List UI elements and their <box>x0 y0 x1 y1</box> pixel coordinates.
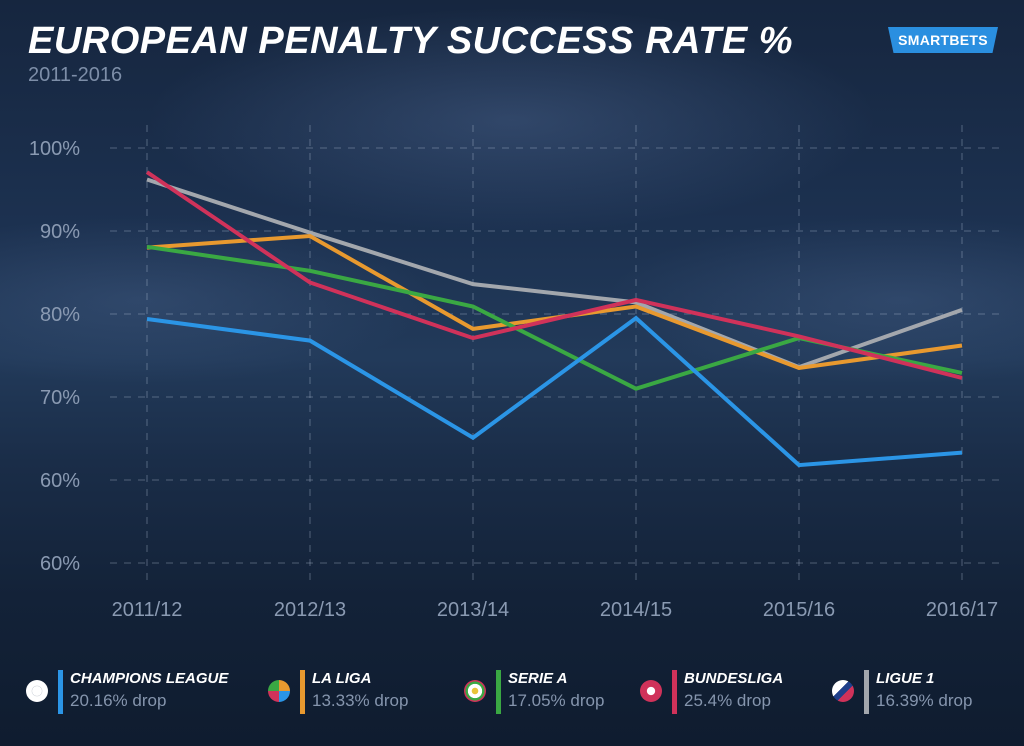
legend-swatch <box>58 670 63 714</box>
y-tick-label: 100% <box>29 138 80 160</box>
y-tick-label: 70% <box>40 387 80 409</box>
series-line-champions-league <box>146 315 963 468</box>
legend-label: LIGUE 1 <box>876 670 935 687</box>
series-line-bundesliga <box>145 170 963 380</box>
la-liga-icon <box>268 680 290 702</box>
legend-swatch <box>300 670 305 714</box>
legend-note: 13.33% drop <box>312 691 409 710</box>
legend-swatch <box>672 670 677 714</box>
chart-title: EUROPEAN PENALTY SUCCESS RATE % <box>28 20 794 62</box>
tick-layer: 60% 70% 80% 90% 100% 60% 2011/12 2012/13 2013/14… <box>29 138 998 621</box>
x-tick-label: 2011/12 <box>112 599 183 621</box>
legend-note: 20.16% drop <box>70 691 167 710</box>
ligue-1-icon <box>832 680 854 702</box>
y-tick-label: 60% <box>40 470 80 492</box>
x-tick-label: 2013/14 <box>437 599 509 621</box>
x-tick-label: 2012/13 <box>274 599 346 621</box>
series-line-ligue-1 <box>146 177 963 370</box>
x-tick-label: 2015/16 <box>763 599 835 621</box>
legend-label: BUNDESLIGA <box>684 670 784 687</box>
bundesliga-icon <box>640 680 662 702</box>
legend-swatch <box>864 670 869 714</box>
legend-label: SERIE A <box>508 670 568 687</box>
legend: CHAMPIONS LEAGUE 20.16% drop LA LIGA 13.… <box>0 664 1024 724</box>
legend-swatch <box>496 670 501 714</box>
y-tick-label: 80% <box>40 304 80 326</box>
legend-note: 16.39% drop <box>876 691 973 710</box>
y-tick-label: 90% <box>40 221 80 243</box>
brand-logo: SMARTBETS <box>888 27 998 53</box>
legend-note: 25.4% drop <box>684 691 771 710</box>
series-layer <box>145 170 963 468</box>
champions-league-icon <box>26 680 48 702</box>
legend-label: LA LIGA <box>312 670 372 687</box>
legend-note: 17.05% drop <box>508 691 605 710</box>
x-tick-label: 2016/17 <box>926 599 998 621</box>
legend-label: CHAMPIONS LEAGUE <box>70 670 229 687</box>
grid-layer <box>110 125 1000 582</box>
x-tick-label: 2014/15 <box>600 599 672 621</box>
y-tick-label: 60% <box>40 553 80 575</box>
serie-a-icon <box>464 680 486 702</box>
chart-subtitle: 2011-2016 <box>28 64 123 86</box>
